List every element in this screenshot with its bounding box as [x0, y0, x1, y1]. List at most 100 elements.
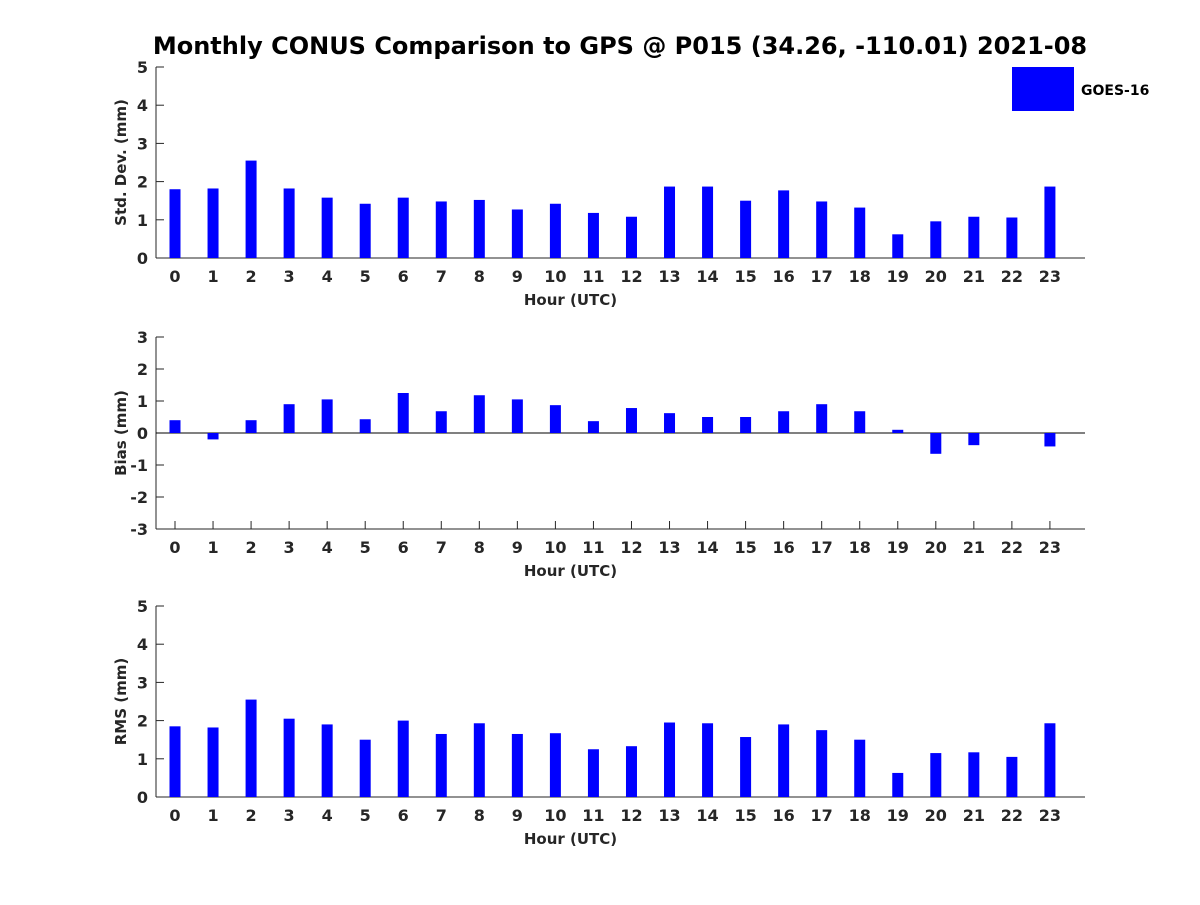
x-tick-label: 2 [246, 538, 257, 557]
bar-hour-2 [245, 160, 257, 258]
bar-hour-23 [1044, 433, 1056, 447]
x-tick-label: 7 [436, 538, 447, 557]
bar-hour-18 [854, 207, 866, 258]
x-tick-label: 19 [887, 267, 909, 286]
x-tick-label: 15 [734, 538, 756, 557]
x-tick-label: 4 [322, 806, 333, 825]
bar-hour-9 [511, 733, 523, 797]
x-tick-label: 18 [849, 267, 871, 286]
y-tick-label: 0 [137, 788, 148, 807]
x-tick-label: 12 [620, 538, 642, 557]
bar-hour-15 [740, 200, 752, 258]
bar-hour-9 [511, 209, 523, 258]
bar-hour-20 [930, 753, 942, 797]
bar-hour-14 [702, 723, 714, 797]
bar-hour-2 [245, 420, 257, 433]
y-tick-label: 0 [137, 424, 148, 443]
bar-hour-12 [625, 408, 637, 433]
x-tick-label: 18 [849, 806, 871, 825]
x-tick-label: 20 [925, 267, 947, 286]
x-tick-label: 1 [207, 806, 218, 825]
x-tick-label: 19 [887, 538, 909, 557]
x-tick-label: 13 [658, 538, 680, 557]
y-tick-label: 0 [137, 249, 148, 268]
bar-hour-21 [968, 752, 980, 797]
y-tick-label: 3 [137, 673, 148, 692]
bar-hour-3 [283, 188, 295, 258]
x-tick-label: 6 [398, 806, 409, 825]
x-tick-label: 9 [512, 538, 523, 557]
x-tick-label: 21 [963, 267, 985, 286]
x-tick-label: 18 [849, 538, 871, 557]
bar-hour-11 [587, 421, 599, 433]
y-tick-label: 1 [137, 392, 148, 411]
bar-hour-20 [930, 433, 942, 454]
x-tick-label: 10 [544, 267, 566, 286]
bar-hour-18 [854, 739, 866, 797]
x-tick-label: 22 [1001, 267, 1023, 286]
x-tick-label: 7 [436, 267, 447, 286]
bar-hour-22 [1006, 217, 1018, 258]
x-tick-label: 17 [811, 538, 833, 557]
y-tick-label: 5 [137, 597, 148, 616]
x-tick-label: 14 [696, 806, 718, 825]
bar-hour-7 [435, 733, 447, 797]
x-tick-label: 1 [207, 267, 218, 286]
x-tick-label: 15 [734, 267, 756, 286]
bar-hour-19 [892, 234, 904, 258]
bar-hour-5 [359, 203, 371, 258]
bar-hour-23 [1044, 723, 1056, 797]
bar-hour-15 [740, 737, 752, 797]
x-tick-label: 11 [582, 806, 604, 825]
bar-hour-6 [397, 393, 409, 433]
bar-hour-21 [968, 433, 980, 446]
bar-hour-17 [816, 730, 828, 797]
x-tick-label: 9 [512, 806, 523, 825]
y-tick-label: 3 [137, 134, 148, 153]
x-tick-label: 1 [207, 538, 218, 557]
bar-hour-9 [511, 399, 523, 433]
bar-hour-19 [892, 772, 904, 797]
x-tick-label: 19 [887, 806, 909, 825]
x-tick-label: 3 [284, 267, 295, 286]
x-tick-label: 22 [1001, 806, 1023, 825]
bar-hour-21 [968, 216, 980, 258]
bar-hour-19 [892, 429, 904, 433]
x-tick-label: 8 [474, 538, 485, 557]
bar-hour-17 [816, 201, 828, 258]
x-tick-label: 8 [474, 267, 485, 286]
bar-hour-18 [854, 411, 866, 433]
x-tick-label: 23 [1039, 538, 1061, 557]
x-tick-label: 14 [696, 538, 718, 557]
y-tick-label: 2 [137, 173, 148, 192]
legend: GOES-16 [1012, 67, 1149, 111]
bar-hour-1 [207, 188, 219, 258]
bar-hour-8 [473, 199, 485, 258]
x-tick-label: 22 [1001, 538, 1023, 557]
x-tick-label: 23 [1039, 806, 1061, 825]
bar-hour-0 [169, 726, 181, 797]
bar-hour-15 [740, 417, 752, 433]
x-tick-label: 8 [474, 806, 485, 825]
x-tick-label: 10 [544, 538, 566, 557]
x-tick-label: 12 [620, 806, 642, 825]
x-tick-label: 20 [925, 806, 947, 825]
x-tick-label: 0 [169, 538, 180, 557]
bar-hour-6 [397, 720, 409, 797]
bar-hour-14 [702, 186, 714, 258]
y-axis-label: RMS (mm) [112, 658, 130, 745]
x-tick-label: 12 [620, 267, 642, 286]
x-tick-label: 9 [512, 267, 523, 286]
bar-hour-13 [664, 413, 676, 433]
bar-hour-4 [321, 399, 333, 433]
bar-hour-11 [587, 212, 599, 258]
x-tick-label: 15 [734, 806, 756, 825]
x-tick-label: 10 [544, 806, 566, 825]
bar-hour-3 [283, 718, 295, 797]
